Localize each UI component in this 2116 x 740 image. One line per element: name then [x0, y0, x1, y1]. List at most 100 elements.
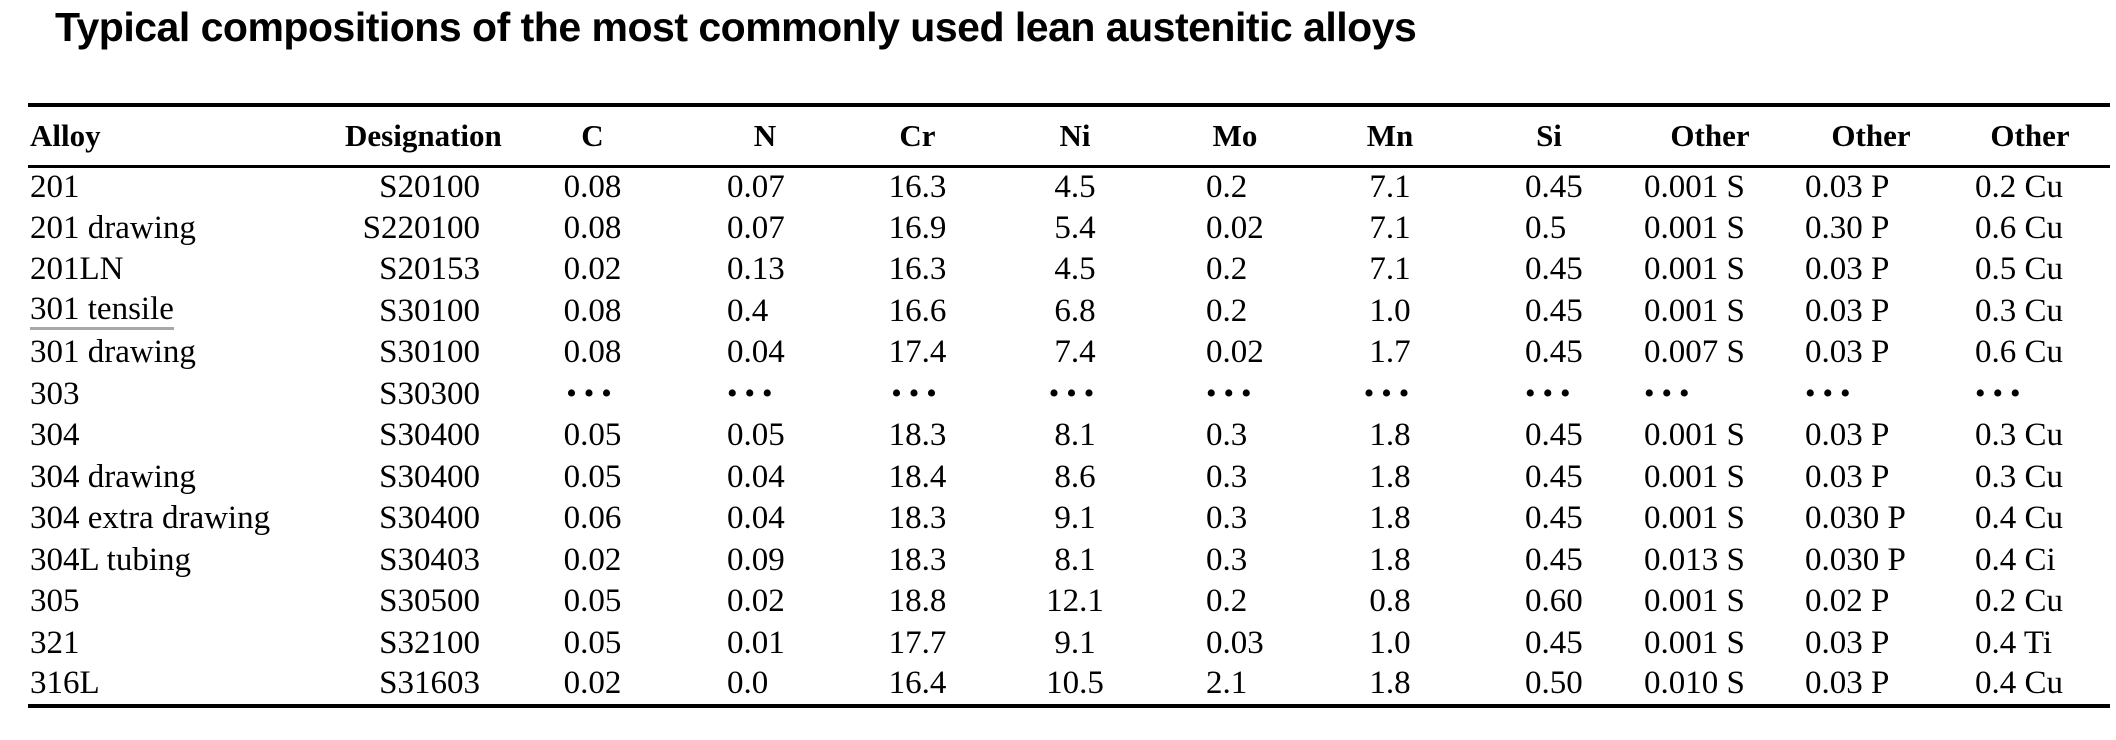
col-header-designation: Designation — [345, 105, 502, 168]
value-cell: S30100 — [379, 292, 480, 329]
alloy-cell: 316L — [30, 665, 100, 702]
table-row: 321 S32100 0.05 0.01 17.7 9.1 0.03 1.0 0.45 0.001… — [28, 623, 2110, 665]
value-cell: 0.07 — [727, 209, 785, 246]
value-cell: 16.9 — [888, 209, 947, 246]
table-row: 303 S30300 ••• ••• ••• ••• ••• ••• ••• ••• ••• ••• — [28, 374, 2110, 416]
value-cell: 1.0 — [1369, 624, 1411, 661]
value-cell: 0.2 — [1206, 583, 1248, 620]
table-row: 301 drawing S30100 0.08 0.04 17.4 7.4 0.02 1.7 0… — [28, 332, 2110, 374]
col-header-other-2: Other — [1792, 105, 1950, 168]
value-cell: 0.3 Cu — [1975, 417, 2064, 454]
value-cell: ••• — [566, 377, 619, 411]
value-cell: 0.3 — [1206, 458, 1248, 495]
value-cell: 7.1 — [1369, 251, 1411, 288]
value-cell: 0.001 S — [1644, 583, 1745, 620]
alloy-cell: 201 drawing — [30, 209, 196, 246]
value-cell: 0.2 Cu — [1975, 169, 2064, 205]
value-cell: 18.8 — [888, 583, 947, 620]
underlined-alloy-label: 301 tensile — [30, 292, 174, 330]
value-cell: S20153 — [379, 251, 480, 288]
value-cell: 0.001 S — [1644, 251, 1745, 288]
col-header-n: N — [685, 105, 845, 168]
table-row: 316L S31603 0.02 0.0 16.4 10.5 2.1 1.8 0.50 0.010… — [28, 664, 2110, 706]
value-cell: 16.3 — [888, 169, 947, 205]
value-cell: 0.05 — [563, 624, 622, 661]
value-cell: 1.8 — [1369, 500, 1411, 537]
value-cell: 0.01 — [727, 624, 785, 661]
value-cell: ••• — [1206, 377, 1259, 411]
value-cell: S220100 — [362, 209, 480, 246]
value-cell: 0.45 — [1525, 251, 1583, 288]
value-cell: 0.05 — [563, 417, 622, 454]
value-cell: 0.001 S — [1644, 417, 1745, 454]
col-header-mo: Mo — [1160, 105, 1310, 168]
value-cell: S30403 — [379, 541, 480, 578]
value-cell: 0.03 P — [1805, 417, 1890, 454]
value-cell: 0.04 — [727, 500, 785, 537]
value-cell: 0.02 — [563, 541, 622, 578]
value-cell: 12.1 — [1046, 583, 1104, 620]
value-cell: 0.45 — [1525, 417, 1583, 454]
value-cell: S20100 — [379, 169, 480, 205]
value-cell: 8.6 — [1054, 458, 1096, 495]
value-cell: 0.02 — [727, 583, 785, 620]
value-cell: 0.4 Ci — [1975, 541, 2056, 578]
table-row: 201LN S20153 0.02 0.13 16.3 4.5 0.2 7.1 0.45 0.00… — [28, 249, 2110, 291]
value-cell: 7.1 — [1369, 169, 1411, 205]
value-cell: 0.6 Cu — [1975, 334, 2064, 371]
table-row: 304 extra drawing S30400 0.06 0.04 18.3 9.1 0.… — [28, 498, 2110, 540]
value-cell: 0.3 — [1206, 417, 1248, 454]
value-cell: 0.010 S — [1644, 665, 1745, 702]
col-header-other-3: Other — [1950, 105, 2110, 168]
value-cell: ••• — [1048, 377, 1102, 411]
value-cell: 1.7 — [1369, 334, 1411, 371]
value-cell: 0.001 S — [1644, 292, 1745, 329]
value-cell: 0.4 — [727, 292, 769, 329]
value-cell: 0.03 P — [1805, 665, 1890, 702]
value-cell: 0.30 P — [1805, 209, 1890, 246]
col-header-alloy: Alloy — [28, 105, 345, 168]
header-row: Alloy Designation C N Cr Ni Mo Mn Si Oth… — [28, 105, 2110, 168]
table-row: 304L tubing S30403 0.02 0.09 18.3 8.1 0.3 1.8 0.… — [28, 540, 2110, 582]
value-cell: 8.1 — [1054, 417, 1096, 454]
value-cell: 1.8 — [1369, 458, 1411, 495]
value-cell: 0.05 — [563, 583, 622, 620]
alloy-cell: 201LN — [30, 251, 124, 288]
value-cell: 10.5 — [1046, 665, 1104, 702]
value-cell: ••• — [727, 377, 780, 411]
value-cell: 0.04 — [727, 458, 785, 495]
value-cell: 0.03 P — [1805, 334, 1890, 371]
alloy-cell: 304L tubing — [30, 541, 192, 578]
alloy-cell: 301 drawing — [30, 334, 196, 371]
value-cell: 0.04 — [727, 334, 785, 371]
value-cell: 18.3 — [888, 541, 947, 578]
value-cell: 0.03 P — [1805, 624, 1890, 661]
value-cell: 16.6 — [888, 292, 947, 329]
alloy-cell: 201 — [30, 169, 80, 205]
value-cell: 5.4 — [1054, 209, 1096, 246]
value-cell: 0.45 — [1525, 624, 1583, 661]
alloy-cell: 301 tensile — [28, 291, 345, 333]
value-cell: 0.50 — [1525, 665, 1583, 702]
value-cell: 2.1 — [1206, 665, 1248, 702]
value-cell: ••• — [891, 377, 944, 411]
value-cell: ••• — [1644, 377, 1697, 411]
value-cell: 0.2 — [1206, 292, 1248, 329]
value-cell: 0.09 — [727, 541, 785, 578]
value-cell: 0.030 P — [1805, 500, 1906, 537]
col-header-mn: Mn — [1310, 105, 1470, 168]
value-cell: S31603 — [379, 665, 480, 702]
value-cell: 8.1 — [1054, 541, 1096, 578]
value-cell: 0.05 — [563, 458, 622, 495]
value-cell: 0.001 S — [1644, 458, 1745, 495]
value-cell: 0.60 — [1525, 583, 1583, 620]
value-cell: 0.45 — [1525, 458, 1583, 495]
alloy-cell: 304 extra drawing — [30, 500, 271, 537]
value-cell: 0.05 — [727, 417, 785, 454]
col-header-other-1: Other — [1628, 105, 1792, 168]
alloy-cell: 305 — [30, 583, 80, 620]
value-cell: 17.4 — [888, 334, 947, 371]
col-header-si: Si — [1470, 105, 1628, 168]
alloy-cell: 304 drawing — [30, 458, 196, 495]
